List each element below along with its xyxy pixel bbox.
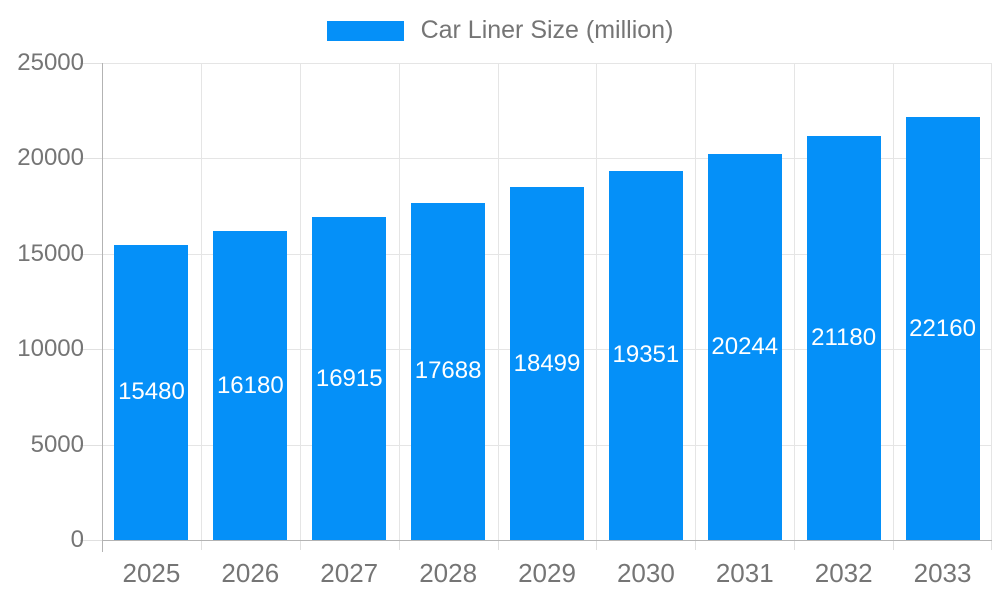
x-axis-tick <box>299 540 301 550</box>
x-axis-tick <box>596 540 598 550</box>
y-axis-tick <box>80 253 102 255</box>
bar-2032[interactable]: 21180 <box>806 135 881 540</box>
y-axis-tick <box>80 540 102 541</box>
x-axis-tick <box>695 540 697 550</box>
x-axis-tick <box>794 540 796 550</box>
x-axis-tick <box>893 540 895 550</box>
y-axis-line <box>102 63 103 552</box>
y-axis-label: 10000 <box>17 335 84 363</box>
y-axis-tick <box>80 63 102 64</box>
x-axis-label: 2031 <box>715 558 774 588</box>
gridline-vertical <box>695 63 697 540</box>
y-axis-label: 5000 <box>30 430 84 458</box>
y-axis-label: 20000 <box>17 144 84 172</box>
bar-value-label: 15480 <box>118 378 185 406</box>
x-axis-label: 2029 <box>518 558 576 588</box>
bar-2026[interactable]: 16180 <box>213 231 288 540</box>
chart-legend: Car Liner Size (million) <box>0 18 1000 43</box>
bar-value-label: 22160 <box>909 314 976 342</box>
x-axis-label: 2025 <box>122 558 181 588</box>
bar-2029[interactable]: 18499 <box>510 187 584 540</box>
bar-2025[interactable]: 15480 <box>114 244 189 540</box>
x-axis-tick <box>497 540 499 550</box>
y-axis-label: 25000 <box>17 49 84 76</box>
legend-label: Car Liner Size (million) <box>420 16 674 44</box>
gridline-horizontal <box>102 63 992 64</box>
bar-value-label: 16180 <box>216 371 284 399</box>
x-axis-tick <box>398 540 400 550</box>
bar-value-label: 18499 <box>513 349 581 377</box>
bar-2033[interactable]: 22160 <box>905 117 980 540</box>
gridline-vertical <box>398 63 400 540</box>
bar-value-label: 17688 <box>414 357 482 385</box>
y-axis-tick <box>80 349 102 351</box>
x-axis-tick <box>200 540 202 550</box>
gridline-horizontal <box>102 158 992 160</box>
gridline-vertical <box>497 63 499 540</box>
bar-2027[interactable]: 16915 <box>312 217 387 540</box>
legend-item-car-liner-size[interactable]: Car Liner Size (million) <box>326 16 674 44</box>
y-axis-tick <box>80 158 102 160</box>
gridline-vertical <box>596 63 598 540</box>
y-axis-label: 15000 <box>17 239 84 267</box>
gridline-vertical <box>794 63 796 540</box>
x-axis-label: 2032 <box>814 558 873 588</box>
bar-2028[interactable]: 17688 <box>411 202 486 540</box>
bar-value-label: 20244 <box>711 332 779 360</box>
y-axis-tick <box>80 444 102 446</box>
x-axis-tick <box>991 540 992 550</box>
x-axis-label: 2026 <box>221 558 280 588</box>
x-axis-label: 2028 <box>419 558 478 588</box>
bar-value-label: 19351 <box>612 341 680 369</box>
plot-area: 15480 16180 16915 17688 18499 19351 20244 21180… <box>80 63 992 552</box>
gridline-vertical <box>893 63 895 540</box>
legend-swatch-icon <box>326 20 404 41</box>
y-axis-label: 0 <box>70 526 84 553</box>
bar-value-label: 21180 <box>811 323 877 351</box>
gridline-vertical <box>200 63 202 540</box>
x-axis-label: 2027 <box>320 558 379 588</box>
bar-value-label: 16915 <box>315 364 383 392</box>
bar-2031[interactable]: 20244 <box>707 153 782 540</box>
x-axis-line <box>102 540 992 541</box>
bar-2030[interactable]: 19351 <box>608 170 683 540</box>
x-axis-label: 2030 <box>616 558 675 588</box>
gridline-vertical <box>299 63 301 540</box>
gridline-vertical <box>991 63 992 540</box>
x-axis-label: 2033 <box>913 558 972 588</box>
